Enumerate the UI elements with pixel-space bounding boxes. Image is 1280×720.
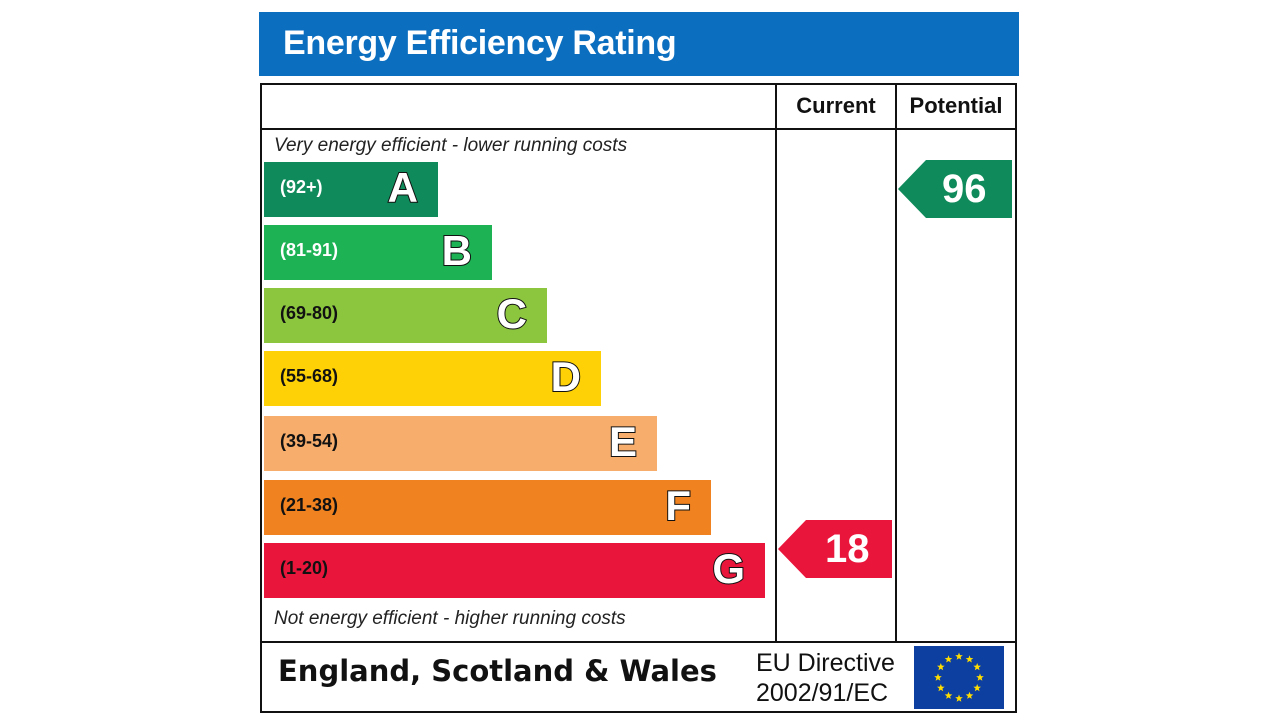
directive-line-2: 2002/91/EC [756, 679, 889, 707]
eu-star-icon [973, 663, 981, 671]
band-letter: A [387, 163, 419, 212]
band-letter: G [711, 544, 746, 593]
band-range-label: (55-68) [280, 366, 339, 386]
current-column-divider [775, 85, 777, 643]
band-range-label: (39-54) [280, 431, 339, 451]
band-bar-b: (81-91) B [264, 225, 492, 280]
potential-column-header: Potential [909, 93, 1003, 118]
band-letter: B [441, 226, 473, 275]
band-bar-f: (21-38) F [264, 480, 711, 535]
rating-frame: Current Potential Very energy efficient … [260, 83, 1017, 713]
band-bar-g: (1-20) G [264, 543, 765, 598]
band-bar-d: (55-68) D [264, 351, 601, 406]
eu-star-icon [965, 655, 974, 663]
band-letter: F [664, 481, 692, 530]
band-range-label: (92+) [280, 177, 323, 197]
eu-star-icon [944, 691, 953, 699]
bottom-caption: Not energy efficient - higher running co… [274, 608, 626, 629]
chart-title: Energy Efficiency Rating [283, 24, 677, 62]
eu-star-icon [955, 652, 963, 660]
eu-star-icon [976, 673, 984, 681]
eu-star-icon [937, 663, 945, 671]
top-caption: Very energy efficient - lower running co… [274, 135, 628, 156]
title-bar: Energy Efficiency Rating [259, 12, 1019, 76]
potential-rating-value: 96 [942, 167, 987, 211]
current-rating-value: 18 [825, 527, 870, 571]
band-range-label: (69-80) [280, 303, 339, 323]
eu-star-icon [937, 684, 945, 692]
country-label: England, Scotland & Wales [278, 654, 717, 688]
band-letter: E [608, 417, 638, 466]
eu-star-icon [944, 655, 953, 663]
potential-column-divider [895, 85, 897, 643]
directive-line-1: EU Directive [756, 649, 895, 677]
band-letter: D [550, 352, 582, 401]
band-bar-e: (39-54) E [264, 416, 657, 471]
eu-star-icon [965, 691, 974, 699]
eu-star-icon [934, 673, 942, 681]
band-range-label: (81-91) [280, 240, 339, 260]
footer-divider [262, 641, 1015, 643]
eu-star-icon [973, 684, 981, 692]
band-bar-a: (92+) A [264, 162, 438, 217]
potential-rating-arrow [898, 160, 1012, 218]
current-rating-arrow [778, 520, 892, 578]
header-divider [262, 128, 1015, 130]
band-letter: C [496, 289, 528, 338]
eu-star-icon [955, 694, 963, 702]
eu-flag-icon [914, 646, 1004, 709]
band-range-label: (21-38) [280, 495, 339, 515]
band-range-label: (1-20) [280, 558, 329, 578]
band-bar-c: (69-80) C [264, 288, 547, 343]
current-column-header: Current [796, 93, 876, 118]
eu-directive: EU Directive 2002/91/EC [756, 648, 895, 708]
